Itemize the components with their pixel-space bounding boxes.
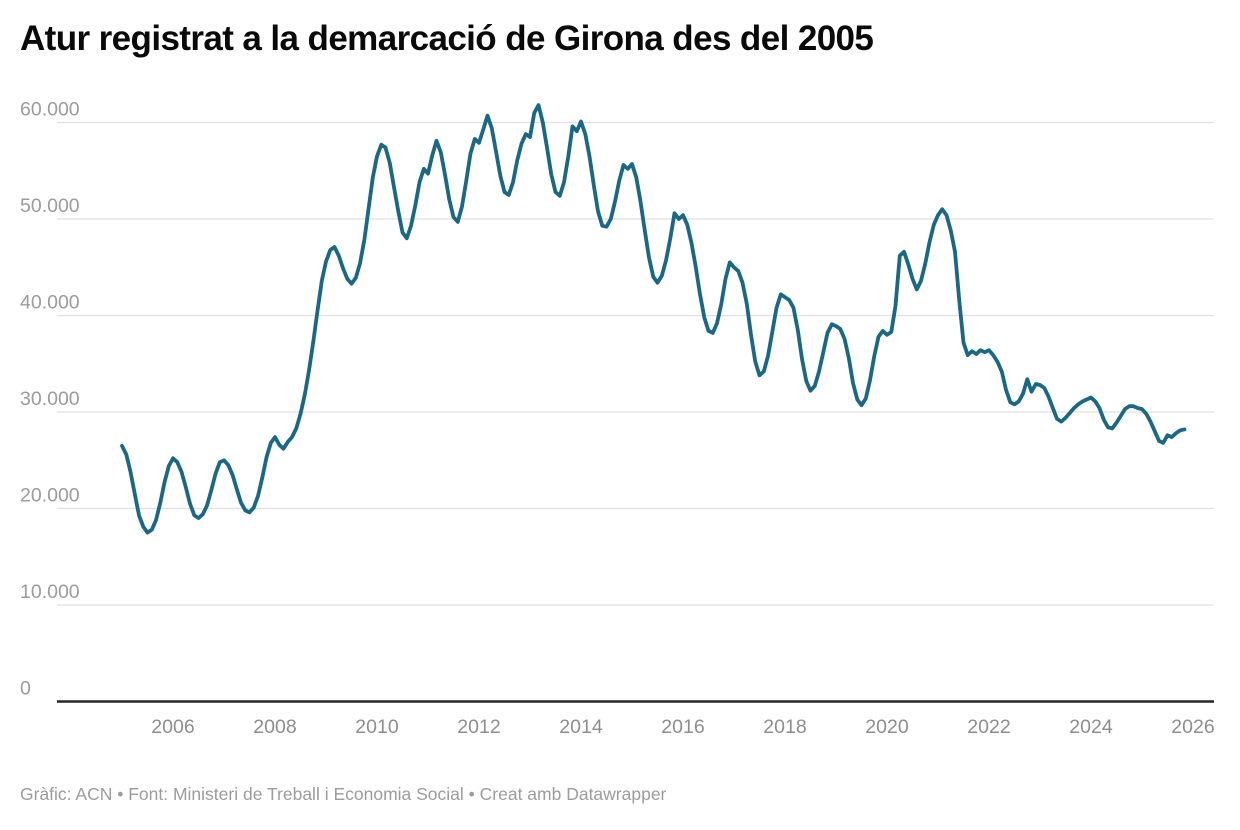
y-axis-tick-label: 0 (20, 678, 31, 700)
y-axis-tick-label: 10.000 (20, 581, 80, 603)
y-axis-tick-label: 30.000 (20, 388, 80, 410)
unemployment-data-line (120, 103, 1187, 535)
x-axis-tick-label: 2016 (661, 716, 704, 738)
y-axis-tick-label: 40.000 (20, 292, 80, 314)
x-axis-tick-label: 2022 (967, 716, 1010, 738)
attribution-footer: Gràfic: ACN • Font: Ministeri de Treball… (20, 784, 667, 804)
y-axis-tick-label: 20.000 (20, 485, 80, 507)
x-axis-tick-label: 2012 (457, 716, 500, 738)
x-axis-tick-label: 2008 (253, 716, 296, 738)
x-axis-tick-label: 2014 (559, 716, 603, 738)
chart-title: Atur registrat a la demarcació de Girona… (20, 19, 874, 58)
x-axis-tick-label: 2018 (763, 716, 806, 738)
x-axis-tick-label: 2020 (865, 716, 909, 738)
y-axis-tick-label: 60.000 (20, 99, 80, 121)
x-axis-tick-label: 2006 (151, 716, 194, 738)
x-axis-tick-label: 2010 (355, 716, 399, 738)
x-axis-tick-label: 2024 (1069, 716, 1113, 738)
x-axis-tick-label: 2026 (1171, 716, 1214, 738)
y-axis-tick-label: 50.000 (20, 195, 80, 217)
